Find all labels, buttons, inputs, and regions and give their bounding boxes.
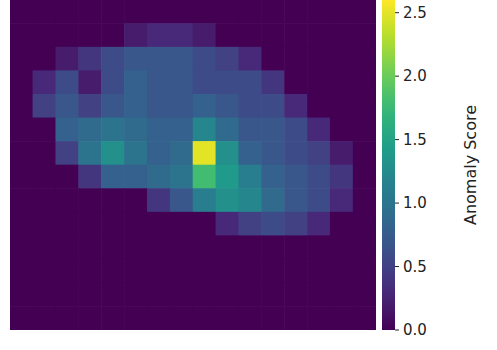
svg-text:2.0: 2.0 [403,67,427,85]
svg-text:Anomaly Score: Anomaly Score [461,105,480,225]
svg-text:0.5: 0.5 [403,258,427,276]
svg-text:2.5: 2.5 [403,4,427,22]
svg-text:0.0: 0.0 [403,321,427,339]
svg-text:1.5: 1.5 [403,131,427,149]
svg-text:1.0: 1.0 [403,194,427,212]
